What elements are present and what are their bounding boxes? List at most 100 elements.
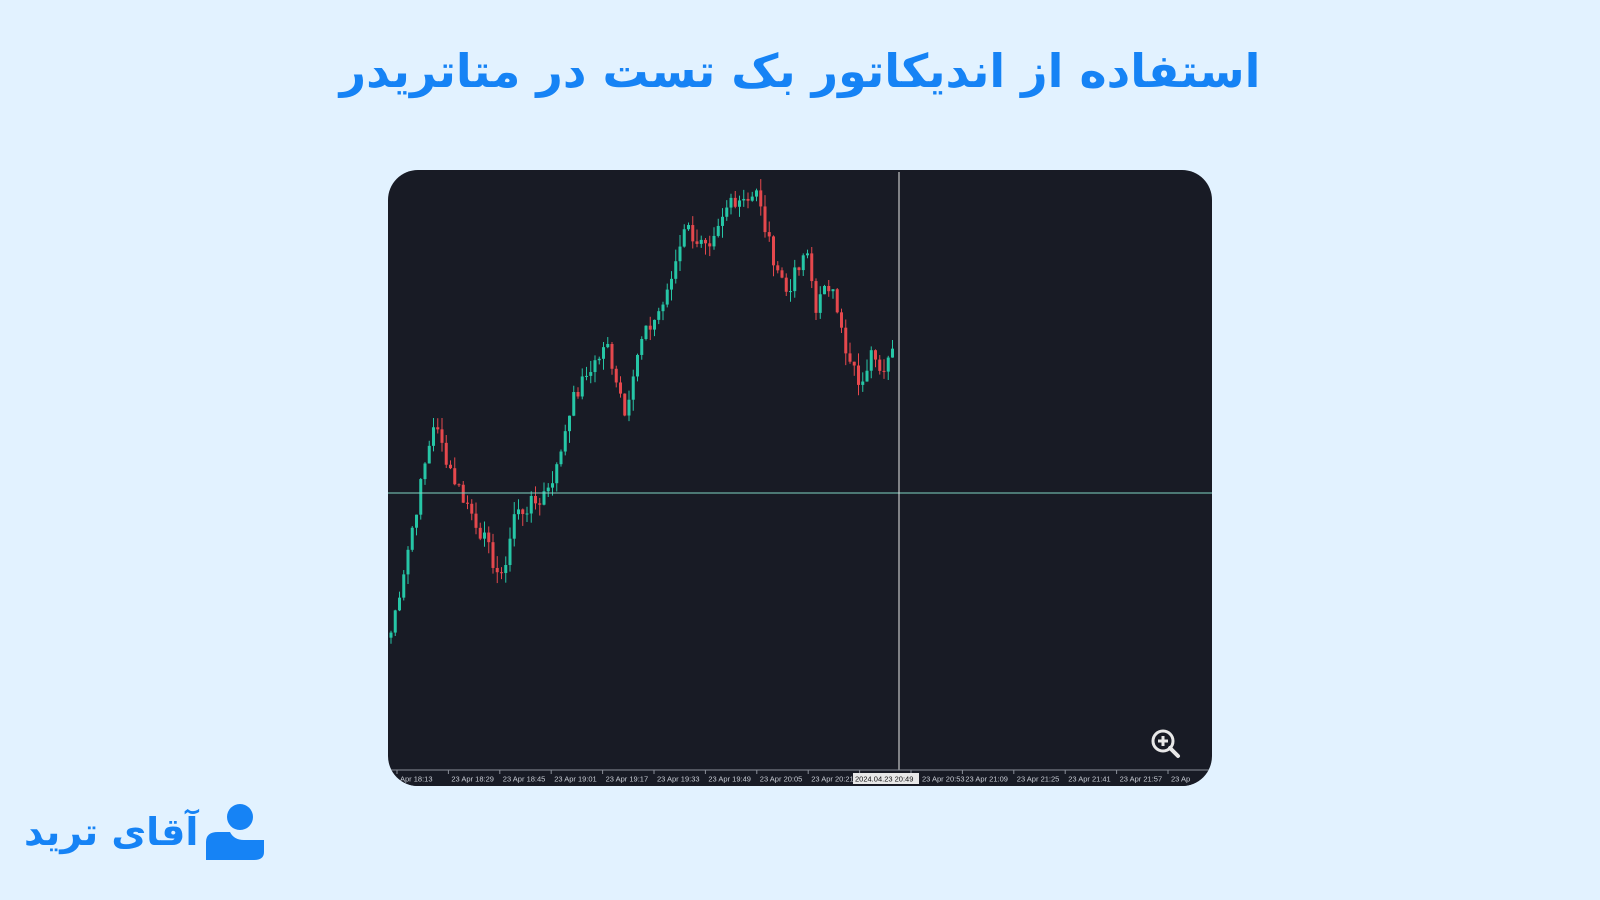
candle-body: [878, 359, 882, 371]
candle-body: [572, 392, 576, 416]
candle: [491, 533, 495, 574]
candle: [597, 356, 601, 365]
candle-body: [852, 361, 856, 366]
candle-body: [461, 484, 465, 503]
candle-body: [491, 542, 495, 568]
candle-body: [398, 597, 401, 611]
x-tick-label: 23 Apr 18:45: [503, 775, 546, 784]
candle: [402, 570, 406, 601]
candle: [793, 259, 797, 298]
candle: [500, 567, 503, 580]
zoom-in-icon[interactable]: [1151, 729, 1180, 758]
candle: [576, 387, 580, 399]
candle: [725, 200, 729, 221]
candle: [891, 340, 894, 358]
candle: [440, 417, 444, 452]
candle-body: [657, 311, 661, 320]
candle: [665, 283, 669, 308]
candle-body: [789, 291, 792, 293]
candle: [461, 481, 465, 504]
candle: [708, 235, 712, 257]
candle: [801, 253, 805, 276]
candle-body: [729, 197, 733, 208]
candle-body: [568, 415, 571, 432]
candle-body: [721, 216, 724, 226]
candle-body: [627, 399, 631, 416]
candle-body: [772, 236, 775, 266]
candle: [750, 191, 754, 202]
candle: [729, 193, 733, 215]
candle: [712, 227, 716, 250]
x-tick-label: 23 Apr 21:25: [1017, 775, 1060, 784]
candle: [398, 591, 401, 612]
candle: [784, 273, 788, 297]
candle-body: [648, 325, 652, 330]
candle: [869, 346, 873, 379]
candle: [699, 235, 703, 248]
candle-body: [699, 239, 703, 244]
candle-body: [708, 243, 712, 247]
candle-body: [555, 464, 559, 484]
candle-body: [861, 381, 865, 385]
candle-body: [670, 278, 673, 290]
candle: [478, 522, 482, 541]
candle-body: [529, 495, 533, 514]
x-tick-label: 23 Apr 19:49: [708, 775, 751, 784]
candle-body: [614, 368, 618, 383]
x-tick-label: 23 Apr 20:05: [760, 775, 803, 784]
candle: [555, 462, 559, 492]
candle-body: [542, 491, 546, 505]
candle: [444, 435, 448, 469]
candle-body: [623, 393, 627, 416]
candle: [844, 319, 848, 366]
candle: [559, 449, 563, 467]
x-tick-label: 23 Ap: [1171, 775, 1190, 784]
candle: [508, 527, 512, 572]
candle: [682, 224, 686, 248]
candle-body: [797, 267, 801, 271]
candle-body: [419, 479, 423, 515]
candle-body: [793, 267, 797, 292]
candle-body: [682, 229, 686, 247]
candle-body: [487, 532, 491, 543]
candlestick-chart: Apr 18:13 23 Apr 18:29 23 Apr 18:45 23 Apr …: [388, 170, 1212, 786]
candle-body: [644, 325, 648, 340]
candle-body: [589, 372, 593, 376]
candle-body: [512, 514, 516, 539]
x-tick-label: Apr 18:13: [400, 775, 433, 784]
candle: [670, 271, 673, 301]
candle: [806, 249, 809, 259]
candle: [619, 376, 622, 398]
candle-body: [636, 354, 639, 377]
candle-body: [602, 347, 605, 359]
candle: [827, 280, 831, 297]
candle-body: [886, 357, 890, 372]
candle: [852, 361, 856, 376]
candle-body: [716, 225, 720, 236]
candle-body: [580, 376, 584, 397]
candle-body: [457, 484, 461, 486]
candle-body: [891, 348, 894, 358]
candle-body: [483, 532, 486, 539]
candle-body: [478, 527, 482, 539]
candle: [542, 482, 546, 506]
candle-body: [538, 503, 542, 505]
candle-body: [474, 513, 478, 528]
candle: [691, 216, 695, 249]
candle: [695, 229, 699, 248]
candle-body: [733, 197, 737, 207]
candle: [623, 393, 627, 417]
candle: [436, 418, 440, 434]
candle: [593, 355, 597, 383]
candle-body: [593, 360, 597, 373]
candle-body: [767, 232, 771, 237]
x-tick-label: 23 Apr 20:21: [811, 775, 854, 784]
candle: [551, 471, 554, 496]
candle: [746, 192, 750, 209]
candle: [776, 261, 780, 274]
candle-body: [466, 502, 469, 504]
candle-body: [517, 509, 520, 515]
candle: [840, 308, 843, 333]
crosshair-time-label: 2024.04.23 20:49: [855, 775, 913, 784]
candle-body: [444, 442, 448, 465]
